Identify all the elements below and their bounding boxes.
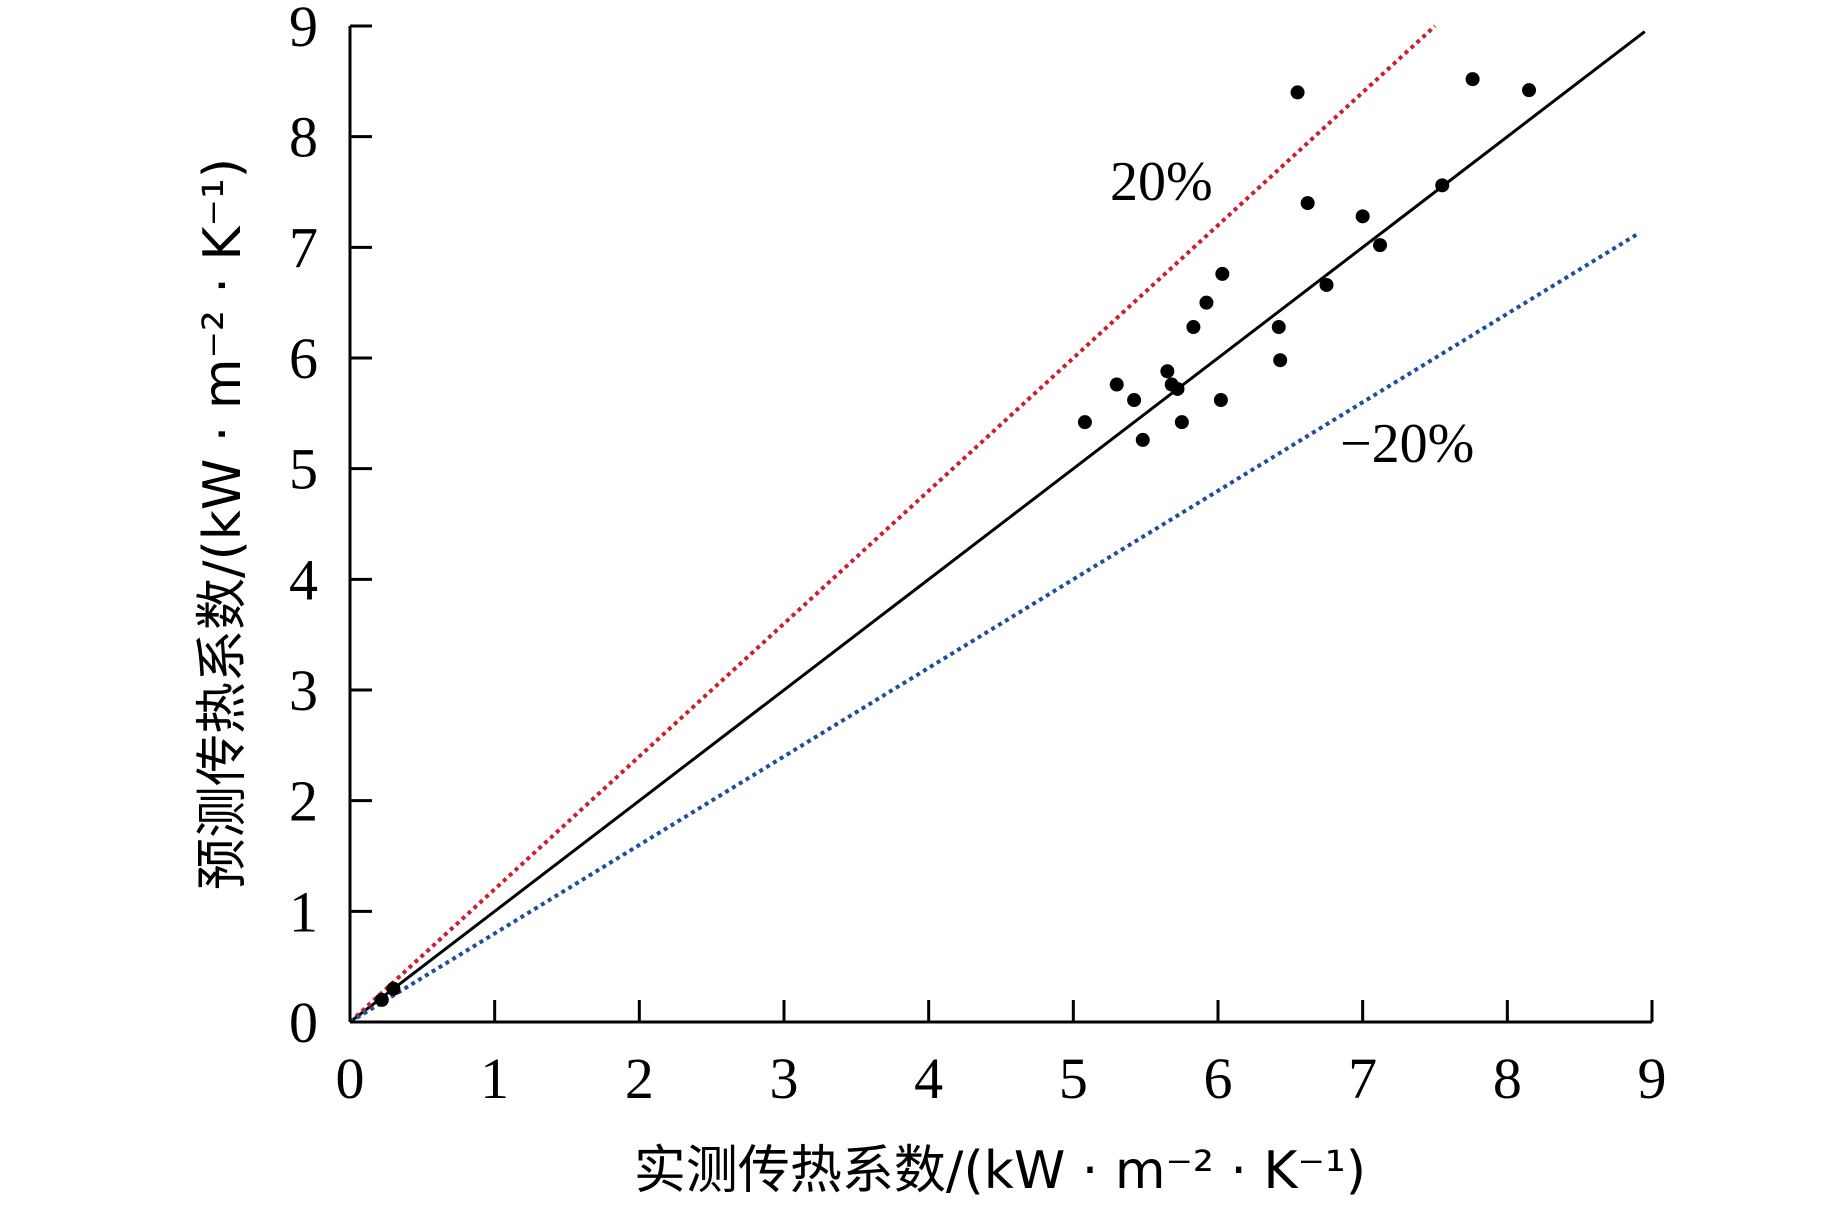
data-points <box>374 72 1537 1007</box>
y-tick-label: 1 <box>289 879 318 944</box>
data-point <box>1271 320 1286 335</box>
x-tick-label: 9 <box>1638 1046 1667 1111</box>
x-tick-label: 0 <box>336 1046 365 1111</box>
data-point <box>374 992 389 1007</box>
data-point <box>1135 432 1150 447</box>
y-tick-label: 5 <box>289 437 318 502</box>
x-tick-label: 4 <box>914 1046 943 1111</box>
data-point <box>1435 178 1450 193</box>
parity-line <box>349 30 1646 1024</box>
y-tick-label: 4 <box>289 547 318 612</box>
y-axis-title: 预测传热系数/(kW · m⁻² · K⁻¹) <box>193 158 253 890</box>
reference-lines <box>348 24 1646 1024</box>
data-point <box>1273 353 1288 368</box>
y-tick-label: 8 <box>289 105 318 170</box>
data-point <box>1373 238 1388 253</box>
data-point <box>1213 393 1228 408</box>
annotations: 20% −20% <box>1110 151 1474 475</box>
x-tick-label: 2 <box>625 1046 654 1111</box>
y-tick-label: 3 <box>289 658 318 723</box>
data-point <box>1215 266 1230 281</box>
y-tick-label: 7 <box>289 215 318 280</box>
data-point <box>1186 320 1201 335</box>
x-tick-label: 5 <box>1059 1046 1088 1111</box>
x-tick-label: 3 <box>770 1046 799 1111</box>
data-point <box>1160 364 1175 379</box>
y-tick-label: 9 <box>289 0 318 59</box>
data-point <box>1522 83 1537 98</box>
data-point <box>1109 377 1124 392</box>
y-tick-label: 2 <box>289 769 318 834</box>
data-point <box>1319 277 1334 292</box>
y-axis-ticks: 0 1 2 3 4 5 6 7 8 9 <box>289 0 372 1055</box>
minus-20-percent-line <box>348 232 1639 1024</box>
x-axis-ticks: 0 1 2 3 4 5 6 7 8 9 <box>336 1000 1667 1111</box>
x-tick-label: 1 <box>480 1046 509 1111</box>
data-point <box>1465 72 1480 87</box>
data-point <box>1199 295 1214 310</box>
y-tick-label: 0 <box>289 990 318 1055</box>
reference-line-label: −20% <box>1340 413 1474 475</box>
y-tick-label: 6 <box>289 326 318 391</box>
data-point <box>1290 85 1305 100</box>
plus-20-percent-line <box>348 24 1437 1024</box>
data-point <box>1355 209 1370 224</box>
x-tick-label: 8 <box>1493 1046 1522 1111</box>
axes <box>348 26 1652 1024</box>
data-point <box>1174 415 1189 430</box>
data-point <box>1127 393 1142 408</box>
x-tick-label: 7 <box>1348 1046 1377 1111</box>
data-point <box>1077 415 1092 430</box>
data-point <box>386 981 401 996</box>
reference-line-label: 20% <box>1110 151 1213 213</box>
data-point <box>1170 381 1185 396</box>
data-point <box>1300 196 1315 211</box>
x-tick-label: 6 <box>1204 1046 1233 1111</box>
x-axis-title: 实测传热系数/(kW · m⁻² · K⁻¹) <box>634 1141 1366 1201</box>
